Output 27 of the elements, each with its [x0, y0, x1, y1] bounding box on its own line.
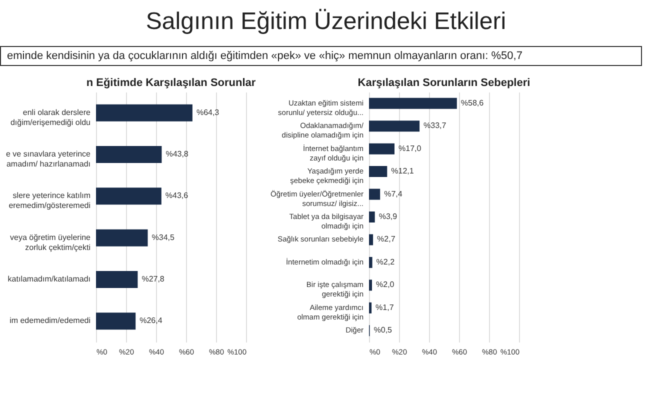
data-label: %27,8 — [142, 274, 165, 284]
data-label: %2,2 — [376, 257, 396, 266]
y-tick-label: veya öğretim üyelerine zorluk çektim/çekti — [10, 232, 92, 252]
data-label: %33,7 — [424, 121, 447, 130]
data-label: %3,9 — [378, 212, 398, 221]
chart-title: Karşılaşılan Sorunların Sebepleri — [358, 77, 530, 89]
data-label: %43,6 — [165, 191, 189, 200]
data-label: %17,0 — [398, 144, 422, 153]
data-label: %2,0 — [376, 280, 395, 290]
y-tick-label: enli olarak derslere dığim/erişemediği oldu — [10, 108, 92, 127]
data-label: %0,5 — [374, 326, 393, 335]
y-tick-label: e ve sınavlara yeterince amadım/ hazırlanamadı — [6, 150, 92, 168]
data-label: %7,4 — [384, 189, 403, 198]
data-label: %58,6 — [460, 98, 484, 108]
data-label: %2,7 — [377, 234, 396, 244]
data-label: %1,7 — [376, 302, 394, 312]
data-label: %34,5 — [152, 232, 175, 242]
data-label: %26,4 — [140, 316, 163, 326]
data-label: %12,1 — [391, 166, 414, 176]
chart-title: n Eğitimde Karşılaşılan Sorunlar — [86, 77, 256, 89]
text: eminde kendisinin ya da çocuklarının aldığı eğitimden «pek» ve «hiç» memnun olmayanların oranı: %50,7 — [0, 46, 642, 66]
data-label: %64,3 — [196, 108, 220, 117]
y-tick-label: katılamadım/katılamadı — [8, 274, 90, 284]
text: Salgının Eğitim Üzerindeki Etkileri — [144, 8, 508, 36]
y-tick-label: im edemedim/edemedi — [10, 316, 91, 326]
data-label: %43,8 — [166, 150, 189, 158]
y-tick-label: slere yeterince katılım eremedim/gösteremedi — [8, 191, 91, 210]
